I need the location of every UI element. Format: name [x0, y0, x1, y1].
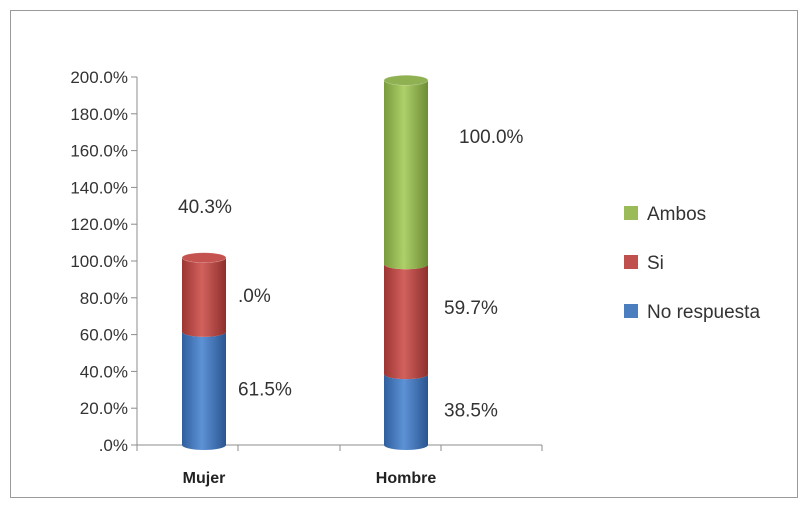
- category-label: Mujer: [183, 470, 226, 487]
- bar-top-cap: [383, 75, 429, 86]
- legend-label: No respuesta: [647, 302, 760, 323]
- legend-label: Si: [647, 253, 664, 274]
- legend-swatch: [624, 304, 638, 318]
- bar-segment-ambos: [384, 80, 428, 270]
- legend-label: Ambos: [647, 204, 706, 225]
- y-tick-label: 120.0%: [70, 215, 128, 234]
- legend: Ambos Si No respuesta: [624, 204, 760, 323]
- y-tick-label: 80.0%: [80, 289, 128, 308]
- data-label: .0%: [238, 286, 271, 307]
- y-tick-label: 140.0%: [70, 178, 128, 197]
- data-label: 40.3%: [178, 197, 232, 218]
- x-axis-categories: Mujer Hombre: [183, 470, 437, 487]
- bar-segment-si: [182, 257, 226, 337]
- y-tick-label: 180.0%: [70, 105, 128, 124]
- data-label: 38.5%: [444, 401, 498, 422]
- bar-segment-no-respuesta: [384, 374, 428, 450]
- y-tick-label: 60.0%: [80, 326, 128, 345]
- data-label: 100.0%: [459, 127, 524, 148]
- legend-swatch: [624, 206, 638, 220]
- bar-segment-si: [384, 264, 428, 380]
- bar-segment-no-respuesta: [182, 331, 226, 450]
- y-tick-label: 40.0%: [80, 362, 128, 381]
- y-tick-label: .0%: [99, 436, 128, 455]
- y-axis-ticks: .0% 20.0% 40.0% 60.0% 80.0% 100.0% 120.0% 140.0…: [70, 68, 137, 455]
- data-labels: 61.5% .0% 40.3% 38.5% 59.7% 100.0%: [178, 127, 524, 422]
- y-tick-label: 100.0%: [70, 252, 128, 271]
- y-tick-label: 160.0%: [70, 142, 128, 161]
- legend-swatch: [624, 255, 638, 269]
- bar-top-cap: [181, 252, 227, 263]
- category-label: Hombre: [376, 470, 437, 487]
- y-tick-label: 20.0%: [80, 399, 128, 418]
- bars: [181, 75, 429, 450]
- y-tick-label: 200.0%: [70, 68, 128, 87]
- data-label: 59.7%: [444, 298, 498, 319]
- data-label: 61.5%: [238, 379, 292, 400]
